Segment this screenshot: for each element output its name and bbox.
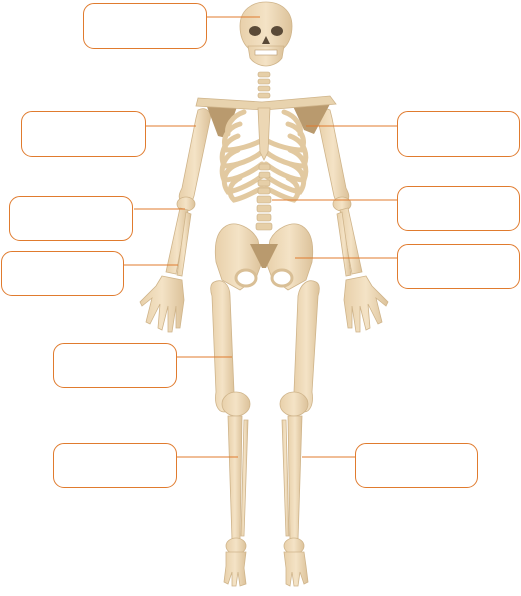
- left-humerus: [178, 108, 211, 204]
- sacrum: [250, 244, 278, 268]
- label-box-scapula[interactable]: [397, 111, 520, 157]
- pelvis: [214, 223, 314, 291]
- left-hand: [139, 275, 185, 333]
- label-box-humerus[interactable]: [21, 111, 146, 157]
- left-femur: [210, 280, 235, 413]
- right-foot: [283, 551, 309, 587]
- left-knee: [221, 391, 251, 417]
- cranium: [239, 1, 293, 49]
- label-box-radius[interactable]: [9, 196, 133, 241]
- left-scapula: [206, 104, 238, 138]
- sternum: [257, 107, 271, 161]
- label-box-pelvis[interactable]: [397, 244, 520, 289]
- label-box-fibula[interactable]: [355, 443, 478, 488]
- right-knee: [279, 391, 309, 417]
- label-box-tibia[interactable]: [53, 443, 177, 488]
- right-hand: [343, 275, 389, 333]
- teeth: [254, 49, 278, 56]
- left-eye-socket: [249, 26, 261, 36]
- skull: [239, 1, 293, 67]
- label-box-spine[interactable]: [397, 186, 520, 231]
- left-tibia: [227, 415, 243, 541]
- right-humerus: [317, 108, 350, 204]
- left-fibula: [240, 419, 249, 537]
- clavicles: [195, 95, 337, 111]
- right-fibula: [281, 419, 290, 537]
- right-scapula: [292, 104, 330, 134]
- jaw: [247, 45, 285, 67]
- shoulder-girdle: [195, 95, 337, 138]
- left-radius-ulna: [165, 207, 189, 275]
- right-tibia: [287, 415, 303, 541]
- left-foot: [223, 551, 247, 587]
- leader-lines: [124, 16, 397, 458]
- label-box-ulna[interactable]: [1, 251, 124, 296]
- arms: [139, 108, 389, 333]
- label-box-skull[interactable]: [83, 3, 207, 49]
- nose-cavity: [262, 36, 270, 44]
- legs: [210, 280, 320, 587]
- spine: [255, 71, 273, 231]
- right-eye-socket: [271, 26, 283, 36]
- label-box-femur[interactable]: [53, 343, 177, 388]
